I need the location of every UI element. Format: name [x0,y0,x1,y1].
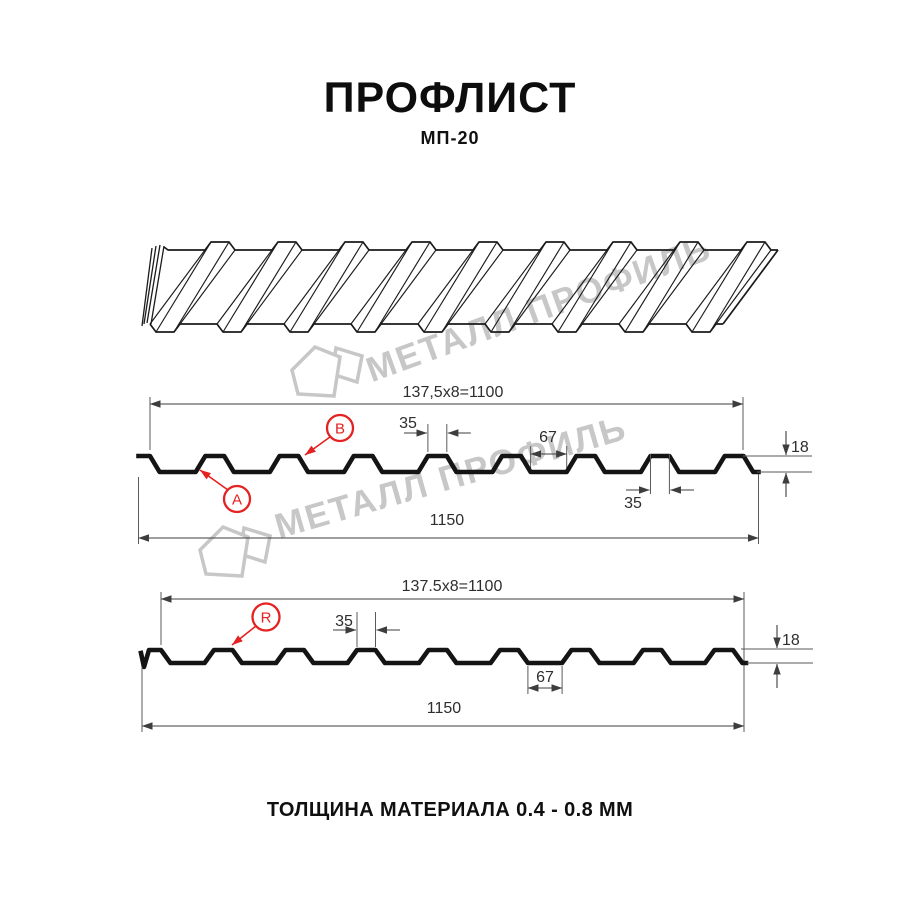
sheet-3d-line [155,241,212,333]
dim-module-width-label: 137,5x8=1100 [403,384,504,401]
sheet-3d-line [709,241,766,333]
dim-rib-width-label: 35 [399,415,417,432]
profile-cross-section-path [138,647,749,670]
sheet-3d-line [514,249,571,325]
sheet-3d-line [149,249,206,325]
page-title: ПРОФЛИСТ [323,74,577,122]
sheet-3d-line [685,249,742,325]
sheet-3d-line [691,241,748,333]
sheet-3d-line [581,249,638,325]
marker-r-badge [251,602,281,632]
sheet-3d-line [163,241,778,251]
dim-height-label: 18 [782,632,800,649]
marker-b-label: B [335,421,345,438]
dim-module-width-label: 137.5x8=1100 [402,578,503,595]
profile-model-subtitle: МП-20 [420,128,480,148]
corrugated-sheet-3d [141,241,779,333]
sheet-3d-drawing [141,241,779,333]
sheet-3d-line [618,249,675,325]
sheet-3d-line [557,241,614,333]
sheet-3d-line [222,241,279,333]
sheet-3d-line [374,241,431,333]
dim-groove-width-label: 67 [536,669,554,686]
sheet-3d-line [447,249,504,325]
sheet-3d-line [624,241,681,333]
sheet-3d-line [356,241,413,333]
dim-height-label: 18 [791,439,809,456]
sheet-3d-line [216,249,273,325]
marker-a-badge [222,484,252,514]
dim-rib-width-bottom-label: 35 [624,495,642,512]
sheet-3d-line [490,241,547,333]
brand-logo-watermark-icon [290,344,365,398]
dim-rib-width-label: 35 [335,613,353,630]
sheet-3d-line [289,241,346,333]
marker-r-label: R [261,610,272,627]
sheet-3d-line [417,249,474,325]
sheet-3d-line [283,249,340,325]
sheet-3d-line [484,249,541,325]
sheet-3d-line [143,245,157,325]
marker-a-leader [199,469,229,491]
sheet-3d-line [146,244,161,324]
marker-b-badge [325,413,355,443]
sheet-3d-line [246,249,303,325]
sheet-3d-line [642,241,699,333]
sheet-3d-line [350,249,407,325]
profile-cross-section-path [136,453,761,475]
sheet-3d-line [423,241,480,333]
dim-overall-width-label: 1150 [430,512,465,529]
sheet-3d-line [307,241,364,333]
sheet-3d-line [648,249,705,325]
dim-groove-width-label: 67 [539,429,557,446]
marker-r-leader [231,625,257,646]
sheet-3d-line [313,249,370,325]
sheet-3d-line [150,245,165,325]
dim-overall-width-label: 1150 [427,700,462,717]
sheet-3d-line [508,241,565,333]
sheet-3d-line [240,241,297,333]
cross-section-bottom: 137.5x8=1100 35 18 67 1150 R [138,578,813,732]
sheet-3d-line [179,249,236,325]
sheet-3d-line [575,241,632,333]
material-thickness-note: ТОЛЩИНА МАТЕРИАЛА 0.4 - 0.8 ММ [266,799,634,821]
sheet-3d-line [173,241,230,333]
sheet-3d-line [551,249,608,325]
sheet-3d-line [715,249,772,325]
sheet-3d-line [141,247,153,327]
sheet-3d-line [149,323,723,333]
sheet-3d-line [380,249,437,325]
marker-b-leader [304,436,331,456]
marker-a-label: A [232,492,242,509]
sheet-3d-line [441,241,498,333]
cross-section-top: 137,5x8=1100 35 67 18 35 1150 [136,384,812,544]
sheet-3d-line [722,249,779,325]
